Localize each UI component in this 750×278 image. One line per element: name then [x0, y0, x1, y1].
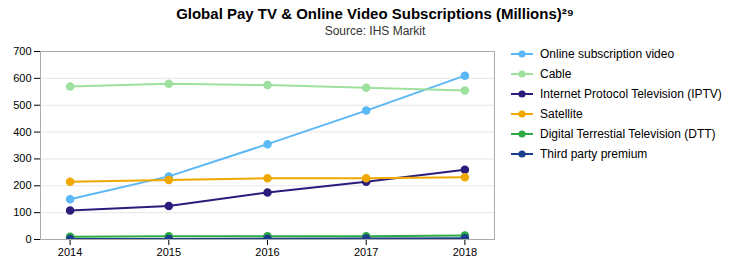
html-text:Global Pay TV & Online Video S: Global Pay TV & Online Video Subscriptio…: [176, 5, 574, 22]
svg-text:200: 200: [13, 179, 31, 191]
svg-text:2016: 2016: [255, 246, 279, 258]
html-text:Digital Terrestial Television: Digital Terrestial Television (DTT): [540, 127, 716, 141]
svg-text:300: 300: [13, 152, 31, 164]
html-text:Internet Protocol Television (: Internet Protocol Television (IPTV): [540, 87, 722, 101]
svg-text:2017: 2017: [354, 246, 378, 258]
svg-text:100: 100: [13, 206, 31, 218]
svg-text:700: 700: [13, 45, 31, 57]
svg-text:2018: 2018: [453, 246, 477, 258]
svg-text:0: 0: [25, 233, 31, 245]
svg-text:400: 400: [13, 126, 31, 138]
html-text:Source: IHS Markit: Source: IHS Markit: [324, 24, 426, 38]
svg-text:2014: 2014: [58, 246, 82, 258]
svg-text:2015: 2015: [157, 246, 181, 258]
svg-text:600: 600: [13, 72, 31, 84]
svg-text:500: 500: [13, 99, 31, 111]
html-text:Online subscription video: Online subscription video: [540, 47, 675, 61]
html-text:Cable: Cable: [540, 67, 572, 81]
html-text:Third party premium: Third party premium: [540, 147, 648, 161]
html-text:Satellite: Satellite: [540, 107, 583, 121]
